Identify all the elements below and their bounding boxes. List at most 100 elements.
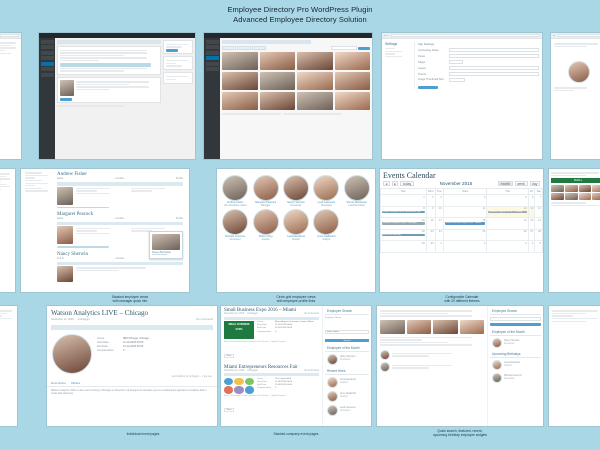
- sidebar-item-employees[interactable]: [40, 61, 54, 66]
- employee-avatar[interactable]: [282, 209, 309, 236]
- employee-circle[interactable]: Margaret Peacock Manager: [251, 175, 279, 207]
- employee-avatar[interactable]: [492, 337, 502, 348]
- meta-box[interactable]: [163, 72, 193, 84]
- employee-photo[interactable]: [297, 52, 333, 70]
- settings-field-input[interactable]: [449, 48, 539, 52]
- panel-events-calendar[interactable]: Events Calendar ◂ ▸ today November 2015 …: [379, 168, 544, 293]
- employee-avatar[interactable]: [252, 175, 279, 201]
- panel-sliver-right-2[interactable]: SMALL: [548, 168, 600, 293]
- sidebar-link[interactable]: [25, 172, 42, 174]
- employee-name[interactable]: Nancy Sherwin: [287, 201, 305, 204]
- filter-all[interactable]: [222, 46, 236, 50]
- employee-name[interactable]: Anne Stallworth: [317, 235, 336, 239]
- calendar-day-cell[interactable]: 7: [534, 194, 543, 207]
- calendar-day-cell[interactable]: 10: [434, 205, 444, 218]
- calendar-day-cell[interactable]: 23: [425, 228, 436, 241]
- sidebar-link[interactable]: [25, 179, 42, 182]
- employee-avatar[interactable]: [343, 175, 370, 201]
- panel-event-list[interactable]: Small Business Expo 2016 – Miami Novembe…: [220, 305, 372, 427]
- search-button[interactable]: Search: [325, 339, 369, 342]
- employee-avatar[interactable]: [313, 175, 340, 201]
- sidebar-item-events[interactable]: [40, 67, 54, 71]
- sidebar-item-media[interactable]: [205, 50, 219, 55]
- filter-rnd[interactable]: [252, 46, 266, 50]
- calendar-day-cell[interactable]: 25: [442, 228, 488, 241]
- manager-quick-info-card[interactable]: Steven Buchanan Lead Developer: [149, 231, 183, 259]
- thumb[interactable]: [459, 319, 484, 334]
- calendar-day-cell[interactable]: 20: [527, 217, 536, 230]
- event-comments[interactable]: No Comments: [304, 369, 319, 372]
- publish-button[interactable]: [165, 48, 178, 52]
- settings-field-select[interactable]: [449, 66, 539, 70]
- sidebar-item-employees[interactable]: [205, 56, 219, 60]
- panel-sliver-right-3[interactable]: [548, 305, 600, 427]
- calendar-event[interactable]: Miami Entrepreneurs Resources Fair: [382, 210, 425, 214]
- widget-employee-item[interactable]: Michael Guerrero Developer: [490, 371, 541, 384]
- panel-sliver-left-2[interactable]: [0, 168, 16, 293]
- employee-avatar[interactable]: [327, 353, 338, 365]
- thumb[interactable]: [592, 185, 600, 193]
- thumb[interactable]: [578, 185, 592, 193]
- calendar-day-cell[interactable]: 24: [434, 228, 444, 241]
- widget-employee-item[interactable]: Nancy Sherwin Developer: [325, 352, 369, 366]
- employee-profile-link[interactable]: Profile: [175, 216, 183, 220]
- settings-field-input[interactable]: [449, 78, 465, 82]
- employee-name[interactable]: Steven Buchanan: [346, 201, 368, 204]
- employee-circle[interactable]: Nancy Sherwin Developer: [282, 175, 310, 207]
- thumb[interactable]: [564, 193, 578, 201]
- event-title[interactable]: Miami Entrepreneurs Resources Fair: [224, 364, 298, 370]
- calendar-prev-button[interactable]: ◂: [383, 181, 390, 186]
- employee-name[interactable]: Margaret Peacock: [255, 201, 277, 204]
- widget-employee-item[interactable]: Leah Lawrence Developer: [325, 403, 369, 417]
- calendar-day-cell[interactable]: 21: [534, 217, 543, 230]
- calendar-view-day[interactable]: day: [529, 181, 540, 186]
- employee-name[interactable]: Leah Lawrence: [317, 201, 336, 204]
- settings-field-select[interactable]: [449, 72, 539, 76]
- url-bar[interactable]: [0, 34, 19, 37]
- publish-box[interactable]: [163, 40, 193, 55]
- employee-name[interactable]: Nancy Sherwin: [340, 356, 356, 358]
- calendar-view-week[interactable]: week: [514, 181, 528, 186]
- thumb[interactable]: [551, 193, 564, 201]
- event-author[interactable]: smbloggin: [247, 313, 258, 315]
- panel-sliver-left[interactable]: [0, 32, 22, 160]
- employee-avatar[interactable]: [327, 376, 338, 388]
- sidebar-link[interactable]: [25, 177, 36, 179]
- panel-employee-list[interactable]: [203, 32, 373, 160]
- calendar-event[interactable]: Small Business Expo 2016 - Miami: [444, 222, 486, 225]
- employee-circle[interactable]: Laura Escalona Analyst: [282, 209, 310, 241]
- sidebar-link[interactable]: [25, 185, 36, 187]
- filter-sales[interactable]: [237, 46, 251, 50]
- calendar-day-cell[interactable]: 12 Watson Analytics LIVE - Chicago: [486, 205, 529, 218]
- employee-photo[interactable]: [334, 92, 370, 110]
- event-author[interactable]: smbloggin: [247, 369, 258, 372]
- employee-photo[interactable]: [259, 72, 295, 90]
- employee-photo[interactable]: [259, 52, 295, 70]
- calendar-event[interactable]: Event Anniversary: [382, 233, 425, 237]
- sidebar-item-posts[interactable]: [40, 45, 54, 49]
- event-author[interactable]: smbloggin: [77, 318, 90, 321]
- save-changes-button[interactable]: [418, 86, 438, 89]
- employee-photo[interactable]: [334, 52, 370, 70]
- calendar-day-cell[interactable]: 27: [527, 228, 536, 241]
- calendar-day-cell[interactable]: 5: [486, 194, 529, 207]
- thumb[interactable]: [551, 185, 564, 193]
- employee-circle[interactable]: Leah Lawrence Developer: [312, 175, 340, 207]
- employee-name[interactable]: Andrew Fisher: [226, 201, 244, 204]
- calendar-day-cell[interactable]: 2: [425, 194, 436, 207]
- employee-avatar[interactable]: [380, 349, 390, 360]
- employee-circle[interactable]: Michael Guerrero Developer: [221, 209, 249, 241]
- sidebar-item-settings[interactable]: [40, 72, 54, 77]
- panel-sliver-right[interactable]: [550, 32, 600, 160]
- sidebar-item-settings[interactable]: [205, 67, 219, 71]
- wp-sidebar-menu[interactable]: [204, 38, 220, 159]
- employee-contact[interactable]: Contact: [115, 256, 125, 260]
- panel-settings[interactable]: Settings App Settings Connecting Setup V…: [381, 32, 543, 160]
- panel-event-detail[interactable]: Watson Analytics LIVE – Chicago November…: [46, 305, 218, 427]
- calendar-day-cell[interactable]: 4: [442, 194, 488, 207]
- stacked-item[interactable]: Margaret Peacock Sales Contact Profile: [55, 211, 185, 248]
- calendar-day-cell[interactable]: 3: [486, 240, 529, 253]
- employee-avatar[interactable]: [568, 61, 590, 84]
- stacked-item[interactable]: Andrew Fisher Sales Contact Profile: [55, 171, 185, 208]
- search-input[interactable]: [331, 46, 357, 50]
